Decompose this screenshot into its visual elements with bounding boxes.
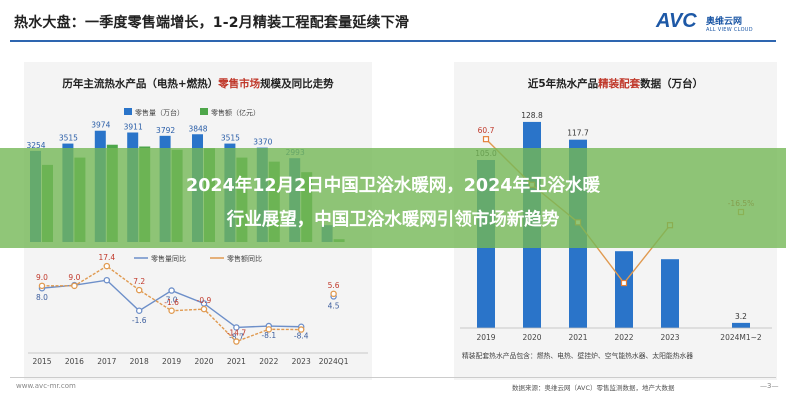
point-label-value-2021: -14.7 xyxy=(227,329,247,338)
right-title-pre: 近5年热水产品 xyxy=(527,78,599,90)
x-tick-2020: 2020 xyxy=(194,357,213,366)
point-label-value-2024Q1: 5.6 xyxy=(328,281,340,290)
point-value-2015 xyxy=(38,282,46,290)
x-tick-2022: 2022 xyxy=(259,357,278,366)
brand-cn: 奥维云网 xyxy=(706,17,743,27)
bar-label-2020: 3848 xyxy=(188,124,207,133)
point-value-2018 xyxy=(135,286,143,294)
left-panel-title: 历年主流热水产品（电热+燃热）零售市场规模及同比走势 xyxy=(24,76,372,91)
legend-swatch-value xyxy=(200,108,208,115)
point-label-volume-2015: 8.0 xyxy=(36,293,48,302)
footer-page: —3— xyxy=(760,382,779,390)
bar-fit-out-2022 xyxy=(615,251,633,328)
headline-line-2: 行业展望，中国卫浴水暖网引领市场新趋势 xyxy=(226,210,560,230)
point-volume-2021 xyxy=(233,324,240,331)
legend-label-value: 零售额（亿元） xyxy=(211,108,260,117)
right-title-highlight: 精装配套 xyxy=(598,78,641,90)
point-label-volume-2021: -8.7 xyxy=(229,332,244,341)
page-title: 热水大盘：一季度零售端增长，1-2月精装工程配套量延续下滑 xyxy=(14,15,410,31)
brand-en: ALL VIEW CLOUD xyxy=(706,27,753,33)
legend-label-volume-yoy: 零售量同比 xyxy=(151,254,186,263)
bar-label-2015: 3254 xyxy=(26,141,45,150)
bar-label-2020: 128.8 xyxy=(521,111,543,120)
x-tick-2021: 2021 xyxy=(227,357,246,366)
right-title-post: 数据（万台） xyxy=(640,78,704,90)
point-fit-out-yoy-2022 xyxy=(620,279,628,287)
x-tick-2023: 2023 xyxy=(292,357,311,366)
x-tick-2024M1~2: 2024M1~2 xyxy=(720,333,762,342)
legend-label-value-yoy: 零售额同比 xyxy=(227,254,262,263)
x-tick-2018: 2018 xyxy=(130,357,149,366)
point-value-2016 xyxy=(71,282,78,290)
bar-fit-out-2024M1~2 xyxy=(732,322,750,328)
point-value-2017 xyxy=(103,262,111,270)
point-label-volume-2019: 7.0 xyxy=(166,296,178,305)
point-label-volume-2022: -8.1 xyxy=(261,331,276,340)
x-tick-2017: 2017 xyxy=(97,357,116,366)
point-value-2020 xyxy=(200,305,208,313)
bar-label-2018: 3911 xyxy=(124,122,143,131)
point-label-volume-2024Q1: 4.5 xyxy=(328,301,340,310)
pct-label-2019: 60.7 xyxy=(478,126,495,135)
legend-swatch-volume xyxy=(124,108,132,115)
point-label-volume-2023: -8.4 xyxy=(294,332,309,341)
point-label-value-2018: 7.2 xyxy=(133,277,145,286)
point-value-2019 xyxy=(168,307,175,315)
x-tick-2016: 2016 xyxy=(65,357,84,366)
point-fit-out-yoy-2019 xyxy=(482,136,490,143)
point-volume-2017 xyxy=(103,276,111,284)
point-volume-2018 xyxy=(135,307,143,315)
point-value-2022 xyxy=(265,326,273,333)
x-tick-2015: 2015 xyxy=(32,357,51,366)
point-label-volume-2018: -1.6 xyxy=(132,316,147,325)
point-label-value-2016: 9.0 xyxy=(68,273,80,282)
x-tick-2019: 2019 xyxy=(162,357,181,366)
bar-label-2019: 3792 xyxy=(156,126,175,135)
point-value-2024Q1 xyxy=(330,290,337,298)
bar-label-2024M1~2: 3.2 xyxy=(735,312,747,321)
header-rule xyxy=(10,40,776,42)
x-tick-2019: 2019 xyxy=(476,333,495,342)
right-panel-title: 近5年热水产品精装配套数据（万台） xyxy=(454,76,777,91)
point-label-value-2017: 17.4 xyxy=(98,253,115,262)
brand-name: AVC xyxy=(656,10,697,32)
x-tick-2023: 2023 xyxy=(660,333,679,342)
bar-label-2017: 3974 xyxy=(91,121,110,130)
point-label-value-2019: -1.6 xyxy=(164,298,179,307)
footer-source: 数据来源：奥维云网（AVC）零售监测数据，地产大数据 xyxy=(512,384,675,392)
point-label-value-2015: 9.0 xyxy=(36,273,48,282)
x-tick-2022: 2022 xyxy=(614,333,633,342)
right-chart-note: 精装配套热水产品包含：燃热、电热、壁挂炉、空气能热水器、太阳能热水器 xyxy=(462,351,693,360)
x-tick-2021: 2021 xyxy=(568,333,587,342)
footer-url: www.avc-mr.com xyxy=(16,382,76,390)
point-value-2023 xyxy=(297,326,305,333)
x-tick-2024Q1: 2024Q1 xyxy=(319,357,349,366)
x-tick-2020: 2020 xyxy=(522,333,541,342)
point-volume-2019 xyxy=(168,287,175,294)
bar-label-2021: 3515 xyxy=(221,134,240,143)
left-title-highlight: 零售市场 xyxy=(218,78,261,90)
legend-label-volume: 零售量（万台） xyxy=(135,108,184,117)
bar-label-2022: 3370 xyxy=(253,138,272,147)
point-label-value-2020: -0.9 xyxy=(197,296,212,305)
bar-fit-out-2023 xyxy=(661,259,679,328)
bar-label-2021: 117.7 xyxy=(567,129,589,138)
left-title-pre: 历年主流热水产品（电热+燃热） xyxy=(62,78,219,90)
left-title-post: 规模及同比走势 xyxy=(260,78,334,90)
headline-banner: 2024年12月2日中国卫浴水暖网，2024年卫浴水暖 行业展望，中国卫浴水暖网… xyxy=(0,148,786,248)
point-value-2021 xyxy=(233,338,240,345)
headline-line-1: 2024年12月2日中国卫浴水暖网，2024年卫浴水暖 xyxy=(186,176,600,196)
brand-logo: AVC 奥维云网 ALL VIEW CLOUD xyxy=(656,8,776,38)
footer-rule xyxy=(10,377,776,378)
bar-label-2016: 3515 xyxy=(59,134,78,143)
